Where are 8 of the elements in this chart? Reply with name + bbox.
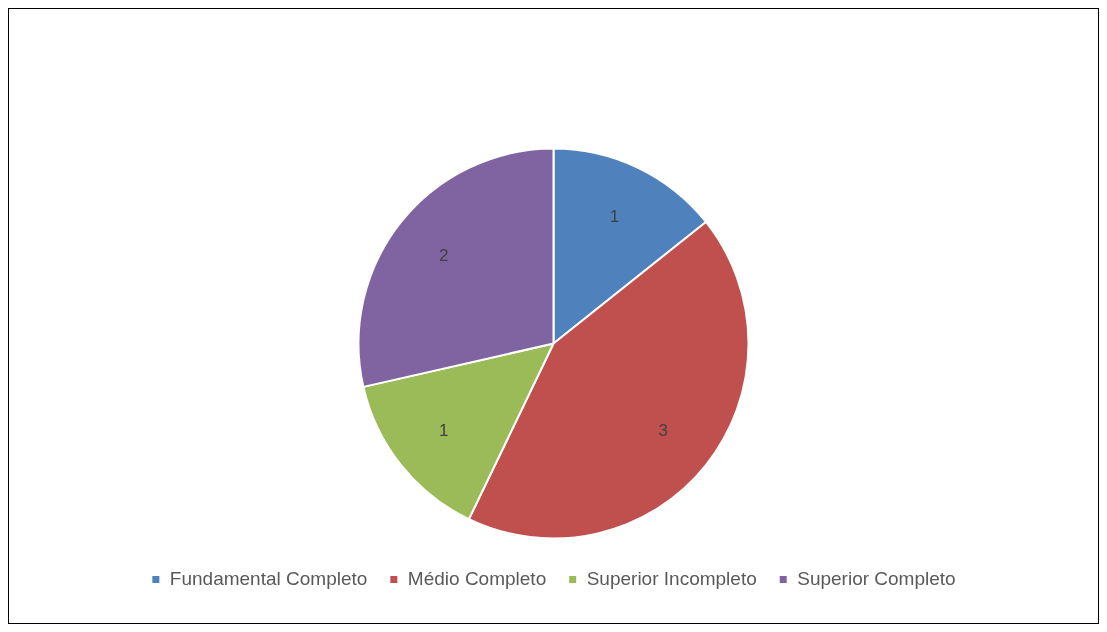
data-label: 3 xyxy=(658,420,668,440)
legend-label: Médio Completo xyxy=(407,567,547,589)
legend-label: Superior Completo xyxy=(797,567,956,589)
data-label: 2 xyxy=(439,245,449,265)
data-label: 1 xyxy=(609,206,620,226)
data-label: 1 xyxy=(439,420,449,440)
legend-label: Fundamental Completo xyxy=(169,567,368,589)
legend-label: Superior Incompleto xyxy=(586,567,757,589)
